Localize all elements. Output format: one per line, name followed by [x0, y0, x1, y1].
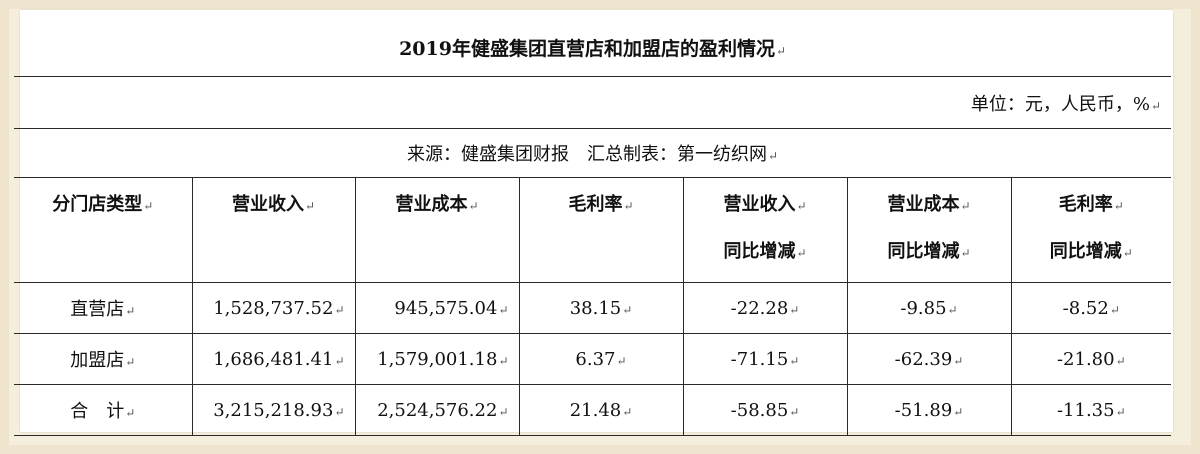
cell-margin-yoy: -11.35↵: [1010, 384, 1172, 436]
header-cost-yoy: 营业成本↵ 同比增减↵: [846, 177, 1012, 283]
profit-table: 2019年健盛集团直营店和加盟店的盈利情况↵ 单位：元，人民币，%↵ 来源：健盛…: [14, 18, 1172, 436]
cell-margin-yoy: -8.52↵: [1010, 282, 1172, 334]
header-store-type: 分门店类型↵: [14, 177, 193, 283]
title-row: 2019年健盛集团直营店和加盟店的盈利情况↵: [14, 18, 1172, 77]
cell-revenue: 1,528,737.52↵: [191, 282, 356, 334]
cell-cost: 945,575.04↵: [354, 282, 520, 334]
cell-margin: 38.15↵: [518, 282, 684, 334]
cell-margin-yoy: -21.80↵: [1010, 333, 1172, 385]
table-row: 加盟店↵ 1,686,481.41↵ 1,579,001.18↵ 6.37↵ -…: [14, 333, 1172, 385]
cell-cost: 2,524,576.22↵: [354, 384, 520, 436]
source-note: 来源：健盛集团财报 汇总制表：第一纺织网↵: [14, 128, 1172, 178]
cell-margin: 6.37↵: [518, 333, 684, 385]
table-row: 直营店↵ 1,528,737.52↵ 945,575.04↵ 38.15↵ -2…: [14, 282, 1172, 334]
cell-cost-yoy: -9.85↵: [846, 282, 1012, 334]
cell-revenue: 3,215,218.93↵: [191, 384, 356, 436]
cell-revenue-yoy: -22.28↵: [682, 282, 848, 334]
cell-cost-yoy: -62.39↵: [846, 333, 1012, 385]
cell-store-type: 合 计↵: [14, 384, 193, 436]
header-revenue-yoy: 营业收入↵ 同比增减↵: [682, 177, 848, 283]
header-cost: 营业成本↵: [354, 177, 520, 283]
cell-margin: 21.48↵: [518, 384, 684, 436]
unit-row: 单位：元，人民币，%↵: [14, 76, 1172, 129]
header-margin-yoy: 毛利率↵ 同比增减↵: [1010, 177, 1172, 283]
table-title: 2019年健盛集团直营店和加盟店的盈利情况↵: [14, 18, 1172, 77]
cell-revenue: 1,686,481.41↵: [191, 333, 356, 385]
unit-note: 单位：元，人民币，%↵: [14, 76, 1172, 129]
header-revenue: 营业收入↵: [191, 177, 356, 283]
header-margin: 毛利率↵: [518, 177, 684, 283]
cell-cost: 1,579,001.18↵: [354, 333, 520, 385]
header-row: 分门店类型↵ 营业收入↵ 营业成本↵ 毛利率↵ 营业收入↵ 同比增减↵ 营业成本↵…: [14, 177, 1172, 283]
cell-store-type: 直营店↵: [14, 282, 193, 334]
source-row: 来源：健盛集团财报 汇总制表：第一纺织网↵: [14, 128, 1172, 178]
cell-revenue-yoy: -58.85↵: [682, 384, 848, 436]
table-row: 合 计↵ 3,215,218.93↵ 2,524,576.22↵ 21.48↵ …: [14, 384, 1172, 436]
cell-revenue-yoy: -71.15↵: [682, 333, 848, 385]
cell-store-type: 加盟店↵: [14, 333, 193, 385]
cell-cost-yoy: -51.89↵: [846, 384, 1012, 436]
